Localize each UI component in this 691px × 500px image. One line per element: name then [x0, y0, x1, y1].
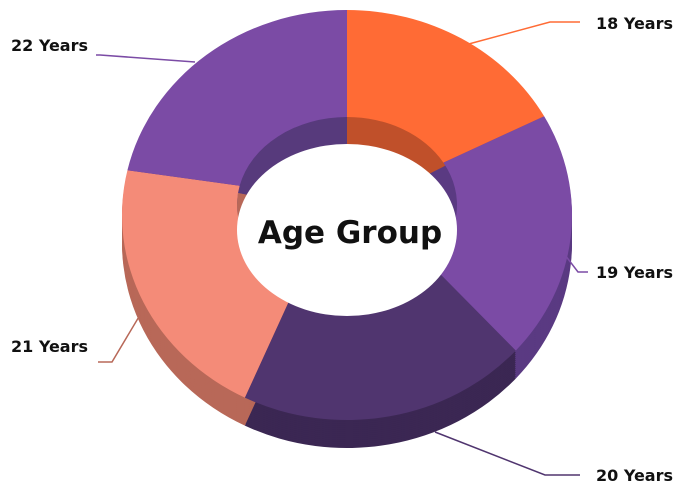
- leader-line-20-years: [434, 431, 580, 476]
- slice-21-years[interactable]: [122, 170, 298, 398]
- donut-hole: [237, 144, 457, 316]
- label-22-years: 22 Years: [11, 36, 88, 55]
- slice-18-years[interactable]: [347, 10, 545, 163]
- label-21-years: 21 Years: [11, 337, 88, 356]
- slice-19-years[interactable]: [429, 116, 572, 351]
- label-18-years: 18 Years: [596, 14, 673, 33]
- leader-line-19-years: [564, 254, 588, 273]
- label-20-years: 20 Years: [596, 466, 673, 485]
- leader-line-22-years: [96, 54, 196, 63]
- chart-title: Age Group: [258, 215, 442, 251]
- label-19-years: 19 Years: [596, 263, 673, 282]
- slice-22-years[interactable]: [127, 9, 347, 186]
- leader-line-21-years: [98, 314, 141, 363]
- slice-labels: 18 Years 19 Years 20 Years 21 Years 22 Years: [11, 14, 673, 485]
- leader-line-18-years: [464, 21, 580, 46]
